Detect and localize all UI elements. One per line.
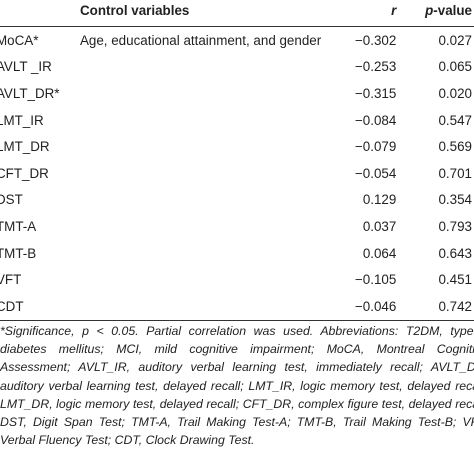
cell-p-value: 0.701 — [438, 165, 472, 181]
cell-r: −0.054 — [354, 165, 397, 181]
cell-r: −0.105 — [354, 272, 397, 288]
header-p-letter: p — [425, 2, 434, 18]
table-row: TMT-A 0.037 0.793 — [0, 213, 474, 240]
cell-p-value: 0.065 — [438, 59, 472, 75]
cell-variable: VFT — [0, 272, 22, 288]
cell-r: 0.064 — [362, 245, 397, 261]
header-p-suffix: -value — [433, 2, 472, 18]
table-row: MoCA* Age, educational attainment, and ge… — [0, 27, 474, 54]
table-row: LMT_IR −0.084 0.547 — [0, 107, 474, 134]
cell-control-variables: Age, educational attainment, and gender — [79, 32, 322, 48]
table-row: AVLT _IR −0.253 0.065 — [0, 54, 474, 81]
cell-r: −0.084 — [354, 112, 397, 128]
table-row: CFT_DR −0.054 0.701 — [0, 160, 474, 187]
cell-p-value: 0.027 — [438, 32, 472, 48]
cell-r: −0.046 — [326, 292, 401, 321]
cell-variable: LMT_DR — [0, 139, 50, 155]
cell-control-variables — [80, 240, 326, 267]
cell-variable: LMT_IR — [0, 112, 44, 128]
header-variable — [0, 0, 80, 27]
correlation-table-container: Control variables r p-value MoCA* Age, ed… — [0, 0, 474, 321]
table-row: AVLT_DR* −0.315 0.020 — [0, 80, 474, 107]
cell-p-value: 0.643 — [438, 245, 472, 261]
table-header-row: Control variables r p-value — [0, 0, 474, 27]
cell-p-value: 0.547 — [438, 112, 472, 128]
cell-control-variables — [80, 54, 326, 81]
table-body: MoCA* Age, educational attainment, and ge… — [0, 27, 474, 321]
cell-variable: CDT — [0, 292, 80, 321]
table-footnote: *Significance, p < 0.05. Partial correla… — [0, 324, 474, 448]
cell-r: −0.253 — [354, 59, 397, 75]
cell-control-variables — [80, 80, 326, 107]
cell-control-variables — [80, 187, 326, 214]
cell-p-value: 0.793 — [438, 218, 472, 234]
table-row: CDT −0.046 0.742 — [0, 292, 474, 321]
cell-p-value: 0.451 — [438, 272, 472, 288]
cell-p-value: 0.569 — [438, 139, 472, 155]
cell-control-variables — [80, 160, 326, 187]
correlation-table: Control variables r p-value MoCA* Age, ed… — [0, 0, 474, 321]
cell-control-variables — [80, 107, 326, 134]
cell-variable: MoCA* — [0, 32, 39, 48]
header-p-value: p-value — [400, 0, 474, 27]
cell-r: −0.079 — [354, 139, 397, 155]
cell-p-value: 0.020 — [438, 85, 472, 101]
cell-control-variables — [79, 292, 327, 321]
table-row: TMT-B 0.064 0.643 — [0, 240, 474, 267]
cell-control-variables — [80, 266, 326, 293]
header-r: r — [326, 0, 401, 27]
cell-r: 0.037 — [362, 218, 397, 234]
cell-control-variables — [80, 133, 326, 160]
cell-p-value: 0.354 — [438, 192, 472, 208]
table-row: VFT −0.105 0.451 — [0, 266, 474, 293]
cell-control-variables — [80, 213, 326, 240]
cell-variable: TMT-A — [0, 218, 37, 234]
cell-variable: AVLT_DR* — [0, 85, 60, 101]
cell-p-value: 0.742 — [400, 292, 474, 321]
header-control-variables: Control variables — [79, 0, 327, 27]
cell-variable: TMT-B — [0, 245, 37, 261]
cell-variable: DST — [0, 192, 23, 208]
table-row: LMT_DR −0.079 0.569 — [0, 133, 474, 160]
cell-r: −0.302 — [354, 32, 397, 48]
cell-r: 0.129 — [362, 192, 397, 208]
cell-variable: CFT_DR — [0, 165, 49, 181]
cell-r: −0.315 — [354, 85, 397, 101]
table-row: DST 0.129 0.354 — [0, 187, 474, 214]
cell-variable: AVLT _IR — [0, 59, 52, 75]
